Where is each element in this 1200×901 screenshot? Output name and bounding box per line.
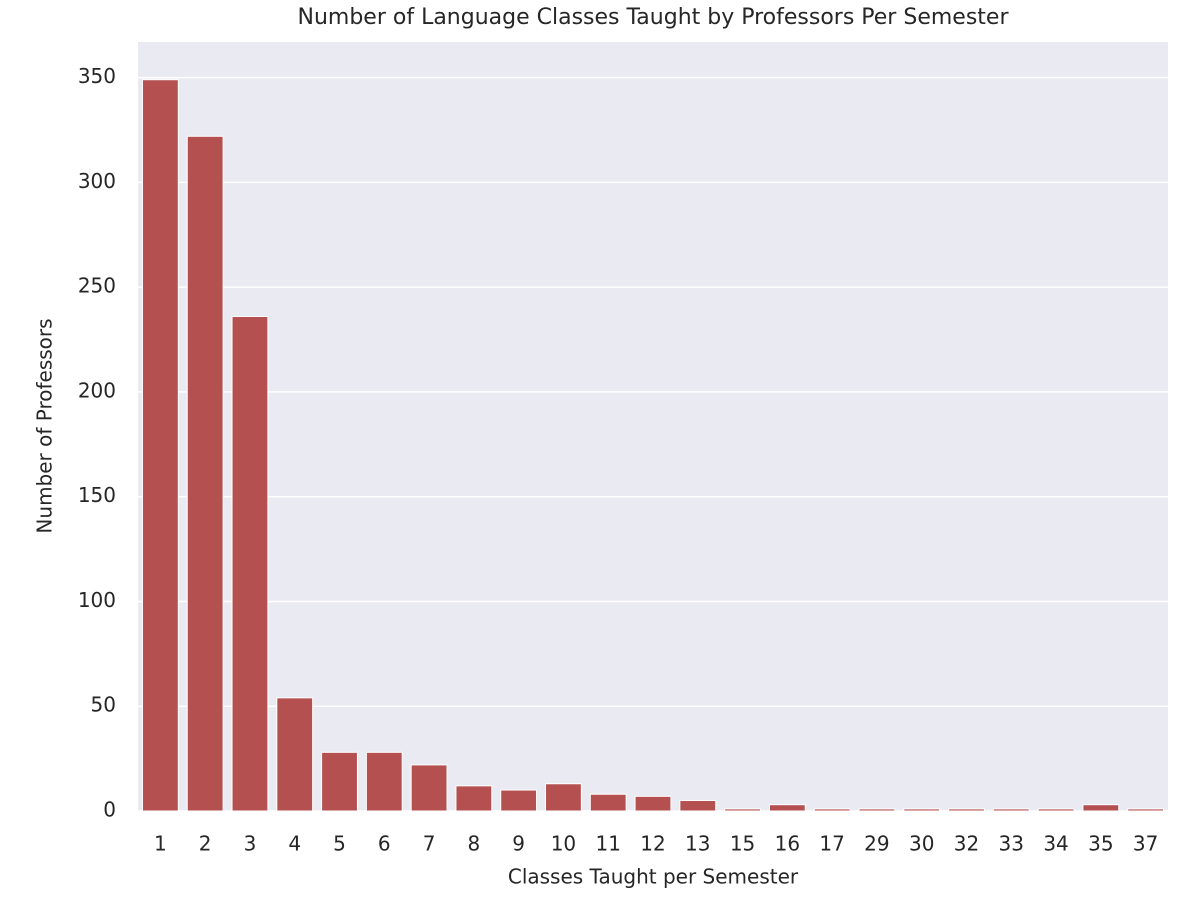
x-tick-label: 8 — [468, 832, 481, 856]
bar — [1127, 808, 1165, 812]
bar — [634, 795, 672, 812]
bar — [813, 808, 851, 812]
bar — [589, 793, 627, 812]
x-tick-label: 7 — [423, 832, 436, 856]
x-tick-label: 5 — [333, 832, 346, 856]
bar — [186, 135, 224, 812]
x-tick-label: 6 — [378, 832, 391, 856]
x-tick-label: 30 — [909, 832, 934, 856]
bar — [992, 808, 1030, 812]
x-tick-label: 10 — [551, 832, 576, 856]
bar — [500, 789, 538, 812]
x-tick-label: 9 — [512, 832, 525, 856]
bar — [768, 804, 806, 812]
y-tick-label: 200 — [78, 378, 116, 402]
bar — [365, 751, 403, 812]
x-tick-label: 37 — [1133, 832, 1158, 856]
x-tick-label: 29 — [864, 832, 889, 856]
x-tick-label: 34 — [1043, 832, 1068, 856]
bar — [903, 808, 941, 812]
y-tick-label: 150 — [78, 483, 116, 507]
bar — [948, 808, 985, 812]
bar — [679, 800, 717, 812]
bar — [1082, 804, 1120, 812]
x-tick-label: 12 — [640, 832, 665, 856]
x-tick-label: 16 — [775, 832, 800, 856]
bar — [545, 783, 582, 812]
x-tick-label: 3 — [244, 832, 257, 856]
bar — [1037, 808, 1075, 812]
x-tick-label: 1 — [154, 832, 167, 856]
y-tick-label: 50 — [91, 693, 116, 717]
x-tick-label: 11 — [595, 832, 620, 856]
x-tick-label: 2 — [199, 832, 212, 856]
y-tick-label: 350 — [78, 64, 116, 88]
y-tick-label: 300 — [78, 169, 116, 193]
bar — [410, 764, 448, 812]
bar — [141, 79, 179, 812]
y-tick-label: 250 — [78, 274, 116, 298]
plot-area — [138, 42, 1168, 811]
x-tick-label: 4 — [288, 832, 301, 856]
x-tick-label: 32 — [954, 832, 979, 856]
bar — [231, 315, 269, 812]
bar — [858, 808, 896, 812]
x-tick-label: 15 — [730, 832, 755, 856]
bar — [724, 808, 761, 812]
bar — [455, 785, 493, 812]
bar — [276, 697, 314, 812]
y-tick-label: 0 — [103, 798, 116, 822]
x-tick-label: 35 — [1088, 832, 1113, 856]
y-axis-label: Number of Professors — [33, 318, 57, 533]
chart-title: Number of Language Classes Taught by Pro… — [298, 5, 1010, 30]
x-tick-label: 17 — [819, 832, 844, 856]
x-tick-label: 13 — [685, 832, 710, 856]
bar — [321, 751, 358, 812]
y-tick-label: 100 — [78, 588, 116, 612]
x-axis-label: Classes Taught per Semester — [508, 865, 799, 889]
x-tick-label: 33 — [999, 832, 1024, 856]
